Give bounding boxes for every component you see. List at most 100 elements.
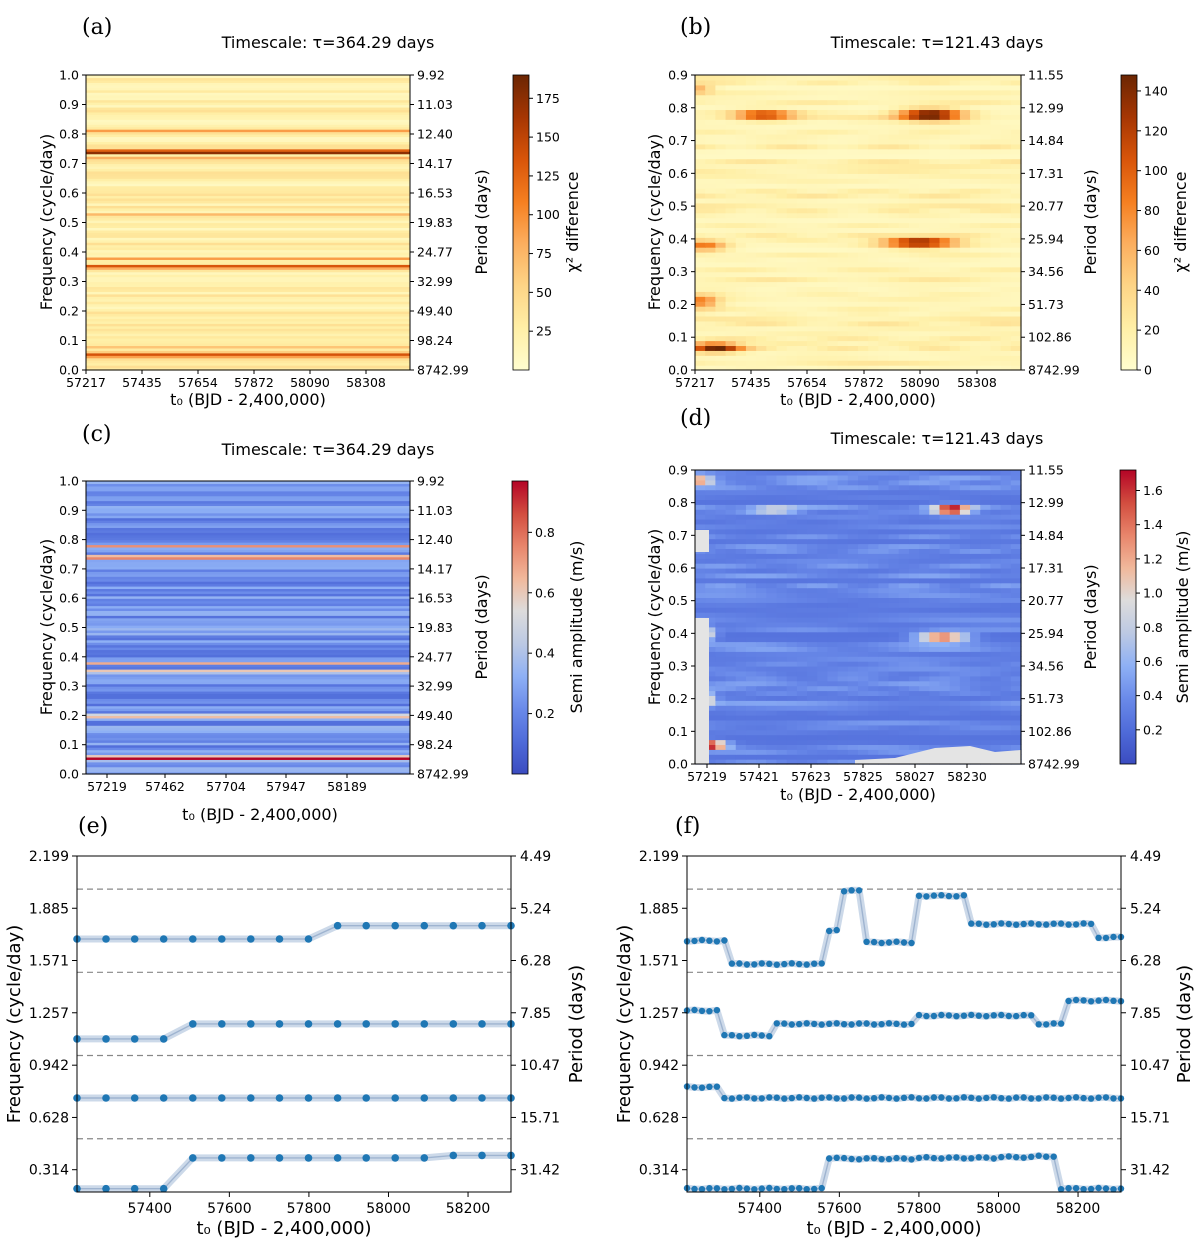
heatmap-cell <box>817 168 829 174</box>
heatmap-cell <box>939 330 951 337</box>
heatmap-cell <box>1000 734 1012 741</box>
heatmap-cell <box>705 242 716 248</box>
heatmap-cell <box>939 261 951 268</box>
heatmap-cell <box>817 138 829 145</box>
heatmap-cell <box>908 183 920 189</box>
heatmap-row <box>86 600 410 604</box>
heatmap-cell <box>817 89 829 96</box>
heatmap-cell <box>735 311 747 317</box>
heatmap-cell <box>908 519 920 525</box>
heatmap-cell <box>1010 360 1022 366</box>
heatmap-cell <box>888 360 900 366</box>
heatmap-cell <box>980 577 992 584</box>
heatmap-cell <box>847 183 859 189</box>
heatmap-cell <box>990 207 1002 214</box>
heatmap-cell <box>898 582 910 589</box>
heatmap-cell <box>745 173 757 179</box>
heatmap-cell <box>807 666 818 672</box>
heatmap-row <box>86 276 410 280</box>
heatmap-cell <box>725 597 737 603</box>
heatmap-cell <box>878 114 890 120</box>
heatmap-cell <box>735 558 747 564</box>
heatmap-cell <box>756 680 767 687</box>
heatmap-cell <box>929 641 941 647</box>
heatmap-cell <box>725 474 737 481</box>
y-right-tick-label: 17.31 <box>1028 166 1064 181</box>
heatmap-cell <box>1010 320 1022 327</box>
heatmap-cell <box>837 700 849 706</box>
heatmap-cell <box>929 232 941 238</box>
heatmap-cell <box>908 365 920 371</box>
colorbar-tick-label: 125 <box>536 168 560 183</box>
heatmap-cell <box>868 548 879 554</box>
heatmap-cell <box>735 345 747 351</box>
heatmap-cell <box>786 281 798 288</box>
heatmap-cell <box>858 494 869 500</box>
heatmap-cell <box>980 602 992 608</box>
heatmap-cell <box>959 719 971 726</box>
heatmap-cell <box>766 470 778 476</box>
heatmap-cell <box>1010 543 1022 549</box>
heatmap-cell <box>990 222 1002 229</box>
heatmap-cell <box>847 543 859 549</box>
heatmap-cell <box>715 690 727 696</box>
heatmap-cell <box>695 197 706 204</box>
heatmap-cell <box>847 237 859 243</box>
track-4-point <box>713 938 721 945</box>
heatmap-cell <box>980 256 992 263</box>
heatmap-cell <box>695 340 706 347</box>
heatmap-cell <box>959 680 971 687</box>
x-tick-label: 58000 <box>976 1201 1021 1217</box>
heatmap-cell <box>919 612 930 618</box>
heatmap-cell <box>796 168 808 174</box>
heatmap-cell <box>756 345 767 351</box>
heatmap-cell <box>766 587 778 594</box>
heatmap-cell <box>725 749 737 755</box>
heatmap-cell <box>837 306 849 312</box>
heatmap-row <box>86 720 410 724</box>
heatmap-cell <box>725 685 737 692</box>
heatmap-cell <box>847 291 859 297</box>
heatmap-cell <box>970 124 981 130</box>
heatmap-cell <box>827 340 839 347</box>
heatmap-cell <box>970 163 981 170</box>
heatmap-cell <box>888 651 900 657</box>
heatmap-cell <box>847 360 859 366</box>
heatmap-cell <box>705 602 716 608</box>
heatmap-cell <box>807 129 818 135</box>
heatmap-cell <box>796 148 808 155</box>
heatmap-cell <box>939 109 951 115</box>
heatmap-cell <box>888 79 900 86</box>
heatmap-cell <box>786 266 798 273</box>
heatmap-cell <box>776 626 788 633</box>
heatmap-cell <box>888 690 900 696</box>
heatmap-cell <box>705 484 716 491</box>
heatmap-cell <box>735 607 747 613</box>
heatmap-row <box>86 261 410 265</box>
heatmap-cell <box>705 247 716 253</box>
track-2-point <box>960 1094 968 1101</box>
heatmap-cell <box>725 612 737 618</box>
heatmap-cell <box>1010 306 1022 312</box>
heatmap-cell <box>898 607 910 613</box>
heatmap-cell <box>980 538 992 545</box>
heatmap-cell <box>990 178 1002 184</box>
y-tick-label: 0.4 <box>59 649 79 664</box>
heatmap-row <box>86 291 410 295</box>
heatmap-cell <box>796 744 808 750</box>
heatmap-cell <box>695 261 706 268</box>
panel-a-xlabel: t₀ (BJD - 2,400,000) <box>170 390 326 409</box>
heatmap-cell <box>817 597 829 603</box>
heatmap-cell <box>695 494 706 500</box>
heatmap-cell <box>919 345 930 351</box>
heatmap-cell <box>980 705 992 711</box>
heatmap-cell <box>868 296 879 302</box>
heatmap-row <box>86 232 410 236</box>
heatmap-cell <box>827 489 839 496</box>
heatmap-cell <box>745 636 757 643</box>
heatmap-cell <box>1010 509 1022 515</box>
heatmap-cell <box>807 685 818 692</box>
heatmap-cell <box>705 587 716 594</box>
heatmap-cell <box>898 523 910 530</box>
heatmap-row <box>86 165 410 170</box>
